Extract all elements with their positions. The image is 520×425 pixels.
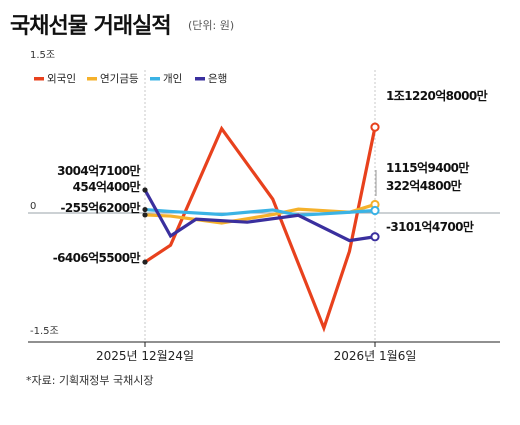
start-point-marker: [142, 187, 148, 193]
end-value-label: 1115억9400만: [386, 160, 469, 175]
series-line-개인: [144, 207, 376, 217]
end-point-marker: [370, 232, 380, 242]
legend-swatch: [150, 77, 160, 81]
y-tick-label: 1.5조: [30, 50, 55, 61]
legend-swatch: [87, 77, 97, 81]
x-tick-label: 2026년 1월6일: [334, 349, 417, 363]
end-value-label: 1조1220억8000만: [386, 88, 488, 103]
series-lines: [142, 122, 380, 333]
end-value-label: 322억4800만: [386, 178, 462, 193]
data-labels: -6406억5500만 1조1220억8000만 454억400만 1115억9400…: [53, 88, 488, 265]
unit-label: (단위: 원): [188, 19, 235, 32]
series-line-외국인: [144, 125, 377, 333]
start-point-marker: [142, 259, 148, 265]
y-tick-label: 0: [30, 201, 36, 212]
legend-label: 연기금등: [100, 73, 139, 85]
chart-title: 국채선물 거래실적: [10, 14, 172, 39]
x-tick-label: 2025년 12월24일: [96, 349, 194, 363]
legend-label: 개인: [163, 73, 182, 85]
legend-label: 은행: [208, 73, 227, 85]
end-point-marker: [370, 122, 380, 132]
start-value-label: 3004억7100만: [57, 163, 140, 178]
start-point-marker: [142, 212, 148, 218]
start-value-label: 454억400만: [73, 179, 141, 194]
end-value-label: -3101억4700만: [386, 219, 474, 234]
y-tick-label: -1.5조: [30, 326, 59, 337]
start-value-label: -255억6200만: [60, 200, 140, 215]
axes: 1.5조 0 -1.5조 2025년 12월24일 2026년 1월6일: [28, 50, 500, 363]
legend-label: 외국인: [47, 73, 76, 85]
legend-swatch: [195, 77, 205, 81]
legend-swatch: [34, 77, 44, 81]
end-point-marker: [370, 205, 380, 216]
start-point-marker: [142, 206, 148, 213]
source-note: *자료: 기획재정부 국채시장: [26, 374, 154, 387]
start-value-label: -6406억5500만: [53, 250, 141, 265]
legend: 외국인 연기금등 개인 은행: [34, 73, 227, 85]
series-line-은행: [143, 189, 376, 243]
